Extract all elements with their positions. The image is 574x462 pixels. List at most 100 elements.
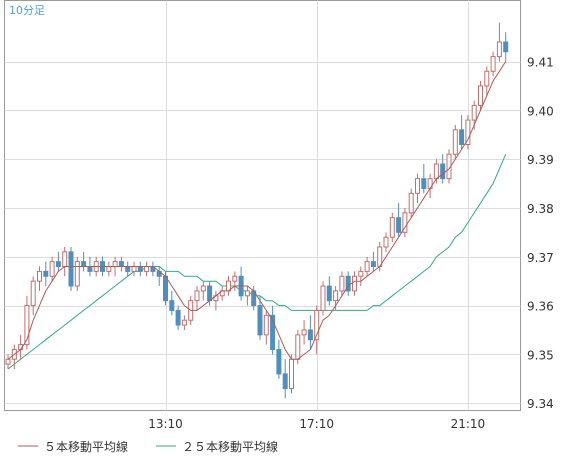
candle xyxy=(276,339,282,379)
candle xyxy=(421,164,427,194)
candle xyxy=(263,310,269,345)
candle-body-down xyxy=(307,329,313,341)
candle-body-up xyxy=(433,163,439,180)
candle-body-up xyxy=(30,280,36,307)
candle-body-down xyxy=(421,178,427,189)
candle-body-down xyxy=(276,348,282,375)
candle xyxy=(307,315,313,350)
candle-body-up xyxy=(49,261,55,277)
candle xyxy=(49,256,55,282)
candle-body-up xyxy=(478,85,483,106)
candle-body-up xyxy=(320,285,326,311)
ma5-layer xyxy=(7,61,507,360)
candle xyxy=(74,256,80,291)
candle-body-down xyxy=(163,275,168,302)
candle xyxy=(320,281,326,316)
x-tick-label: 17:10 xyxy=(299,417,334,431)
candle xyxy=(459,115,465,150)
candle-body-down xyxy=(87,266,93,272)
y-tick-label: 9.40 xyxy=(527,104,554,118)
candle xyxy=(370,251,376,272)
candle-body-up xyxy=(62,251,68,268)
period-label: 10分足 xyxy=(9,4,45,17)
candle xyxy=(440,154,446,184)
candle-body-down xyxy=(396,217,402,233)
candle xyxy=(289,354,294,394)
candle xyxy=(452,124,458,160)
y-tick-label: 9.41 xyxy=(527,56,554,70)
candle xyxy=(181,315,187,330)
candle xyxy=(194,286,200,311)
candle-body-up xyxy=(244,290,250,297)
candle xyxy=(244,286,250,306)
candle-body-up xyxy=(232,275,238,282)
candle xyxy=(169,290,175,316)
candle-body-up xyxy=(358,270,364,277)
candle xyxy=(484,66,490,96)
x-tick-label: 13:10 xyxy=(148,417,183,431)
candle xyxy=(402,207,408,238)
candle xyxy=(352,271,357,296)
y-tick-label: 9.35 xyxy=(527,348,554,362)
candle-body-up xyxy=(339,275,345,292)
candle-body-down xyxy=(503,41,509,53)
x-axis-ticks: 13:10 17:10 21:10 xyxy=(148,417,485,431)
candle-body-up xyxy=(112,261,118,268)
y-tick-label: 9.38 xyxy=(527,202,554,216)
y-tick-label: 9.39 xyxy=(527,153,554,167)
legend-ma25-label: ２５本移動平均線 xyxy=(182,439,278,454)
candle xyxy=(43,261,49,287)
candle xyxy=(175,305,181,330)
candle xyxy=(490,51,496,77)
candle xyxy=(496,22,502,62)
candle xyxy=(282,359,288,399)
candle xyxy=(37,266,42,291)
candle xyxy=(200,281,206,301)
candle-body-up xyxy=(496,41,502,58)
candle-body-down xyxy=(326,285,332,302)
legend: ５本移動平均線 ２５本移動平均線 xyxy=(18,439,278,454)
plot-frame xyxy=(4,0,521,411)
candle-body-down xyxy=(207,285,213,302)
candle-body-up xyxy=(314,309,320,341)
candle-body-down xyxy=(81,261,87,268)
candle xyxy=(364,256,370,277)
candle xyxy=(389,212,395,243)
candle xyxy=(383,232,389,252)
candle xyxy=(503,32,509,62)
candle-body-up xyxy=(131,266,137,272)
candle-body-up xyxy=(263,314,269,336)
candle-body-down xyxy=(282,373,288,390)
candle-body-down xyxy=(55,261,61,268)
candle-body-up xyxy=(333,290,339,302)
candle-body-up xyxy=(200,285,206,292)
candle-body-up xyxy=(415,178,420,194)
candle-body-up xyxy=(465,119,471,145)
candle-body-up xyxy=(106,266,112,272)
candle-body-up xyxy=(5,358,11,365)
candle-body-up xyxy=(389,217,395,238)
y-tick-label: 9.34 xyxy=(527,397,554,411)
x-tick-label: 21:10 xyxy=(451,417,486,431)
candle-body-down xyxy=(345,275,351,292)
candle xyxy=(478,81,483,111)
candle xyxy=(314,305,320,355)
grid-lines xyxy=(4,0,521,411)
candle-body-down xyxy=(43,270,49,277)
candle xyxy=(5,354,11,370)
candle-body-down xyxy=(175,309,181,326)
candle-body-up xyxy=(181,319,187,326)
candle-body-down xyxy=(137,266,143,272)
candle-body-up xyxy=(490,56,496,72)
candle-body-down xyxy=(370,261,376,268)
candle-body-up xyxy=(352,275,357,292)
candle xyxy=(326,276,332,306)
candle-body-down xyxy=(169,300,175,311)
candle-body-down xyxy=(270,314,276,350)
candle-body-down xyxy=(68,251,74,287)
candle xyxy=(408,188,414,218)
candle-body-up xyxy=(24,305,30,346)
candle xyxy=(415,173,420,204)
